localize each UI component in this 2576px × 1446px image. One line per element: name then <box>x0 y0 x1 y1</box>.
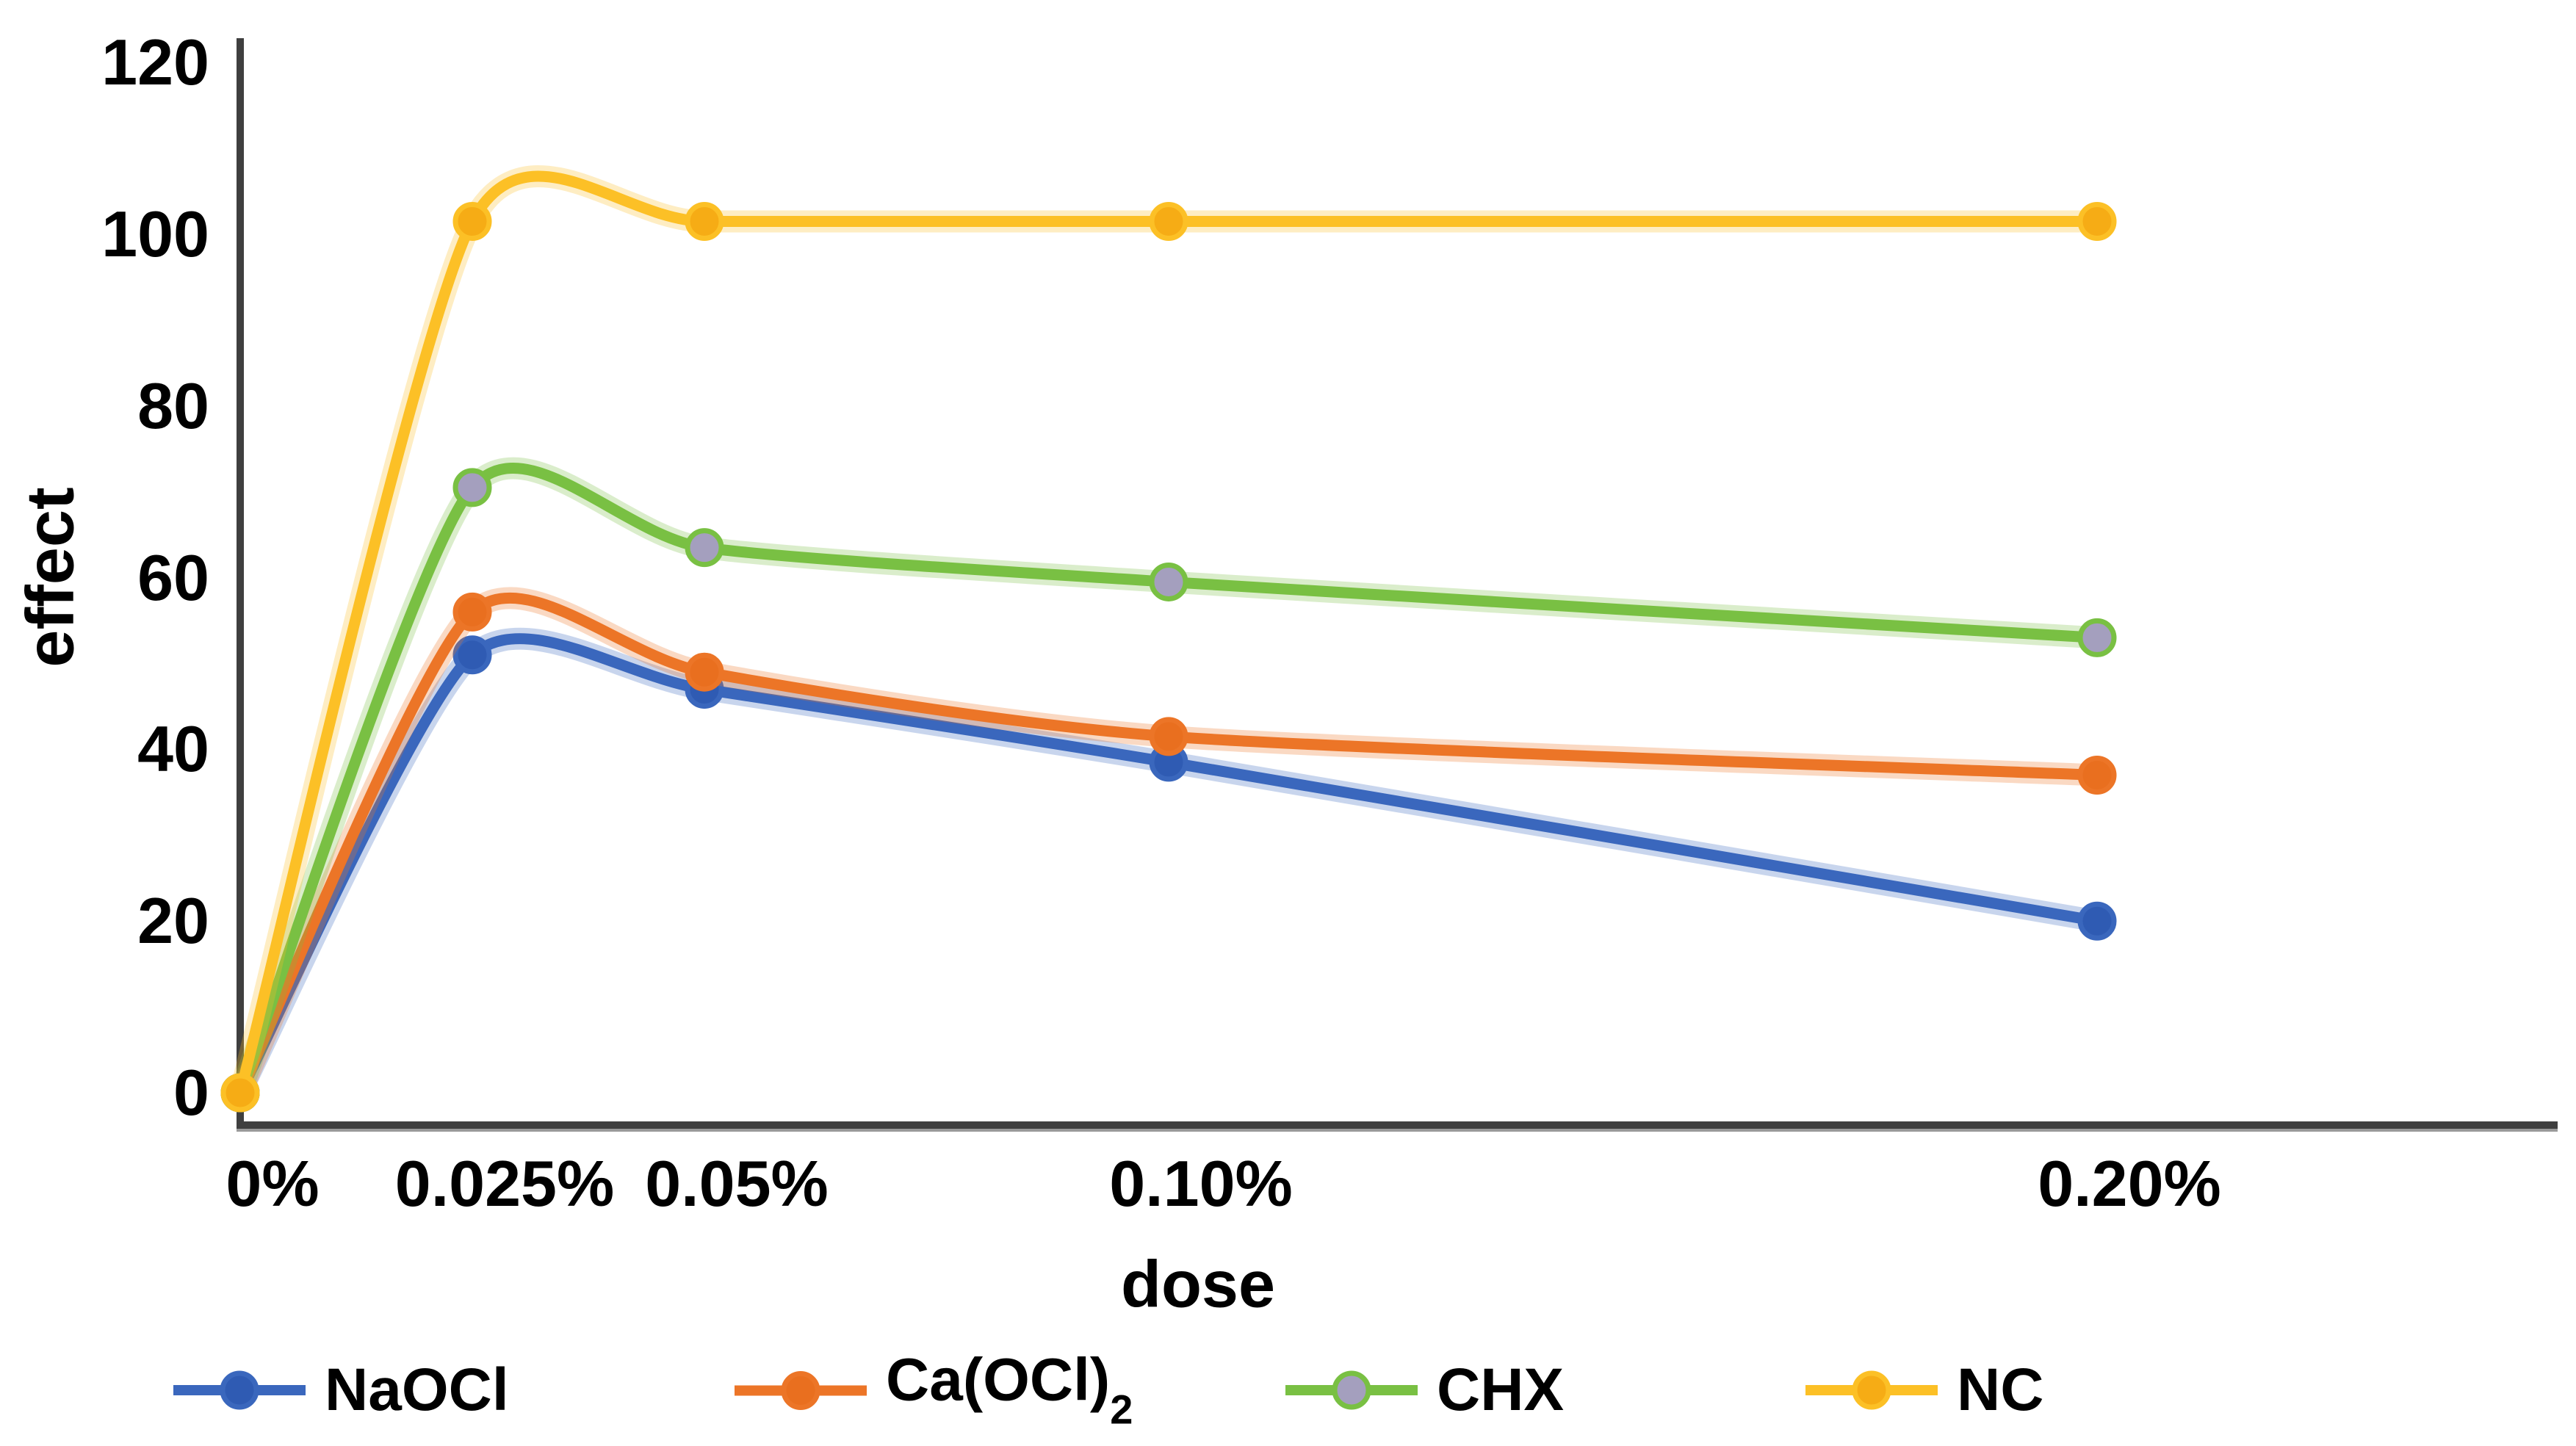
data-point-NaOCl-0.20% <box>2077 901 2117 941</box>
legend-item-naocl: NaOCl <box>173 1360 509 1420</box>
x-tick-label: 0.10% <box>1109 1147 1293 1220</box>
data-point-NC-0.05% <box>685 201 724 241</box>
x-tick-label: 0.20% <box>2038 1147 2221 1220</box>
series-line-Ca(OCl)2 <box>234 592 2103 1099</box>
x-axis-title: dose <box>1120 1248 1276 1322</box>
legend-label: CHX <box>1437 1356 1565 1423</box>
data-point-CHX-0.025% <box>452 468 492 507</box>
data-point-Ca(OCl)2-0.20% <box>2077 755 2117 795</box>
legend-label: NC <box>1957 1356 2044 1423</box>
legend-marker-icon <box>1805 1370 1938 1410</box>
x-tick-label: 0.025% <box>394 1147 615 1220</box>
x-tick-label: 0% <box>226 1147 320 1220</box>
x-axis-line <box>237 1121 2558 1129</box>
y-tick-label: 120 <box>101 26 209 99</box>
legend-marker-icon <box>735 1370 867 1410</box>
legend-item-chx: CHX <box>1285 1360 1564 1420</box>
legend-marker-icon <box>173 1370 306 1410</box>
x-axis-line-shadow <box>237 1129 2558 1132</box>
data-point-CHX-0.10% <box>1149 562 1188 601</box>
data-point-NC-0.025% <box>452 201 492 241</box>
data-point-NC-0.10% <box>1149 201 1188 241</box>
legend-item-nc: NC <box>1805 1360 2043 1420</box>
data-point-NC-0.20% <box>2077 201 2117 241</box>
data-point-CHX-0.05% <box>685 528 724 568</box>
legend-item-caocl2: Ca(OCl)2 <box>735 1346 1133 1433</box>
legend-marker-icon <box>1285 1370 1418 1410</box>
series-halo-Ca(OCl)2 <box>229 587 2108 1104</box>
legend-label-subscript: 2 <box>1110 1386 1133 1433</box>
y-tick-label: 100 <box>101 198 209 270</box>
legend-label: NaOCl <box>325 1356 509 1423</box>
data-point-CHX-0.20% <box>2077 618 2117 657</box>
y-tick-label: 40 <box>137 712 209 786</box>
data-point-Ca(OCl)2-0.05% <box>685 652 724 692</box>
data-point-NaOCl-0.025% <box>452 635 492 675</box>
data-point-Ca(OCl)2-0.025% <box>452 592 492 632</box>
y-tick-label: 60 <box>137 541 209 614</box>
legend-label: Ca(OCl)2 <box>886 1346 1133 1433</box>
data-point-Ca(OCl)2-0.10% <box>1149 717 1188 756</box>
series-line-NaOCl <box>234 633 2103 1099</box>
y-tick-label: 0 <box>173 1056 209 1129</box>
y-tick-label: 80 <box>137 369 209 442</box>
y-axis-line <box>237 38 244 1129</box>
series-line-CHX <box>234 463 2103 1099</box>
series-halo-NaOCl <box>229 627 2108 1104</box>
data-point-NC-0% <box>220 1073 260 1113</box>
x-tick-label: 0.05% <box>645 1147 829 1220</box>
y-tick-label: 20 <box>137 884 209 958</box>
